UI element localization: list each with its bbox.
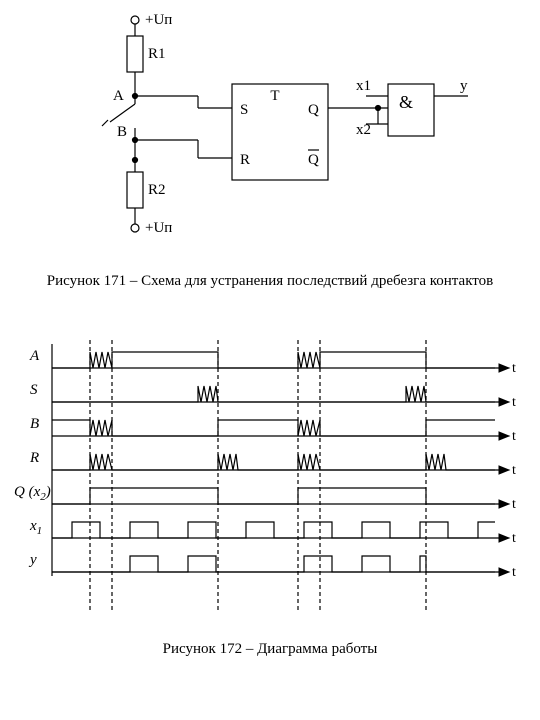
caption-171: Рисунок 171 – Схема для устранения после… xyxy=(0,272,540,292)
axis-t-y: t xyxy=(512,565,516,580)
label-r1: R1 xyxy=(148,46,166,62)
axis-t-x1: t xyxy=(512,531,516,546)
label-x2: x2 xyxy=(356,122,371,138)
label-qbar: Q xyxy=(308,152,319,168)
label-t: T xyxy=(270,88,279,104)
label-up-top: +Uп xyxy=(145,12,172,28)
schematic-diagram: +Uп R1 A B xyxy=(0,0,540,270)
timing-label-x1: x1 xyxy=(29,518,42,537)
label-x1: x1 xyxy=(356,78,371,94)
axis-t-a: t xyxy=(512,361,516,376)
label-r2: R2 xyxy=(148,182,166,198)
page: +Uп R1 A B xyxy=(0,0,540,720)
label-q: Q xyxy=(308,102,319,118)
caption-172: Рисунок 172 – Диаграмма работы xyxy=(0,640,540,660)
axis-t-s: t xyxy=(512,395,516,410)
label-a: A xyxy=(113,88,124,104)
timing-label-qx2: Q (x2) xyxy=(14,484,51,503)
axis-t-q: t xyxy=(512,497,516,512)
axis-t-b: t xyxy=(512,429,516,444)
label-r: R xyxy=(240,152,250,168)
label-b: B xyxy=(117,124,127,140)
label-up-bottom: +Uп xyxy=(145,220,172,236)
label-and: & xyxy=(399,92,413,112)
timing-label-s: S xyxy=(30,382,38,398)
timing-diagram: A t S t B t R t Q (x2) t x1 xyxy=(0,330,540,630)
timing-label-b: B xyxy=(30,416,39,432)
timing-label-y: y xyxy=(28,552,37,568)
timing-label-r: R xyxy=(29,450,39,466)
axis-t-r: t xyxy=(512,463,516,478)
timing-label-a: A xyxy=(29,348,40,364)
label-s: S xyxy=(240,102,248,118)
label-y: y xyxy=(460,78,468,94)
